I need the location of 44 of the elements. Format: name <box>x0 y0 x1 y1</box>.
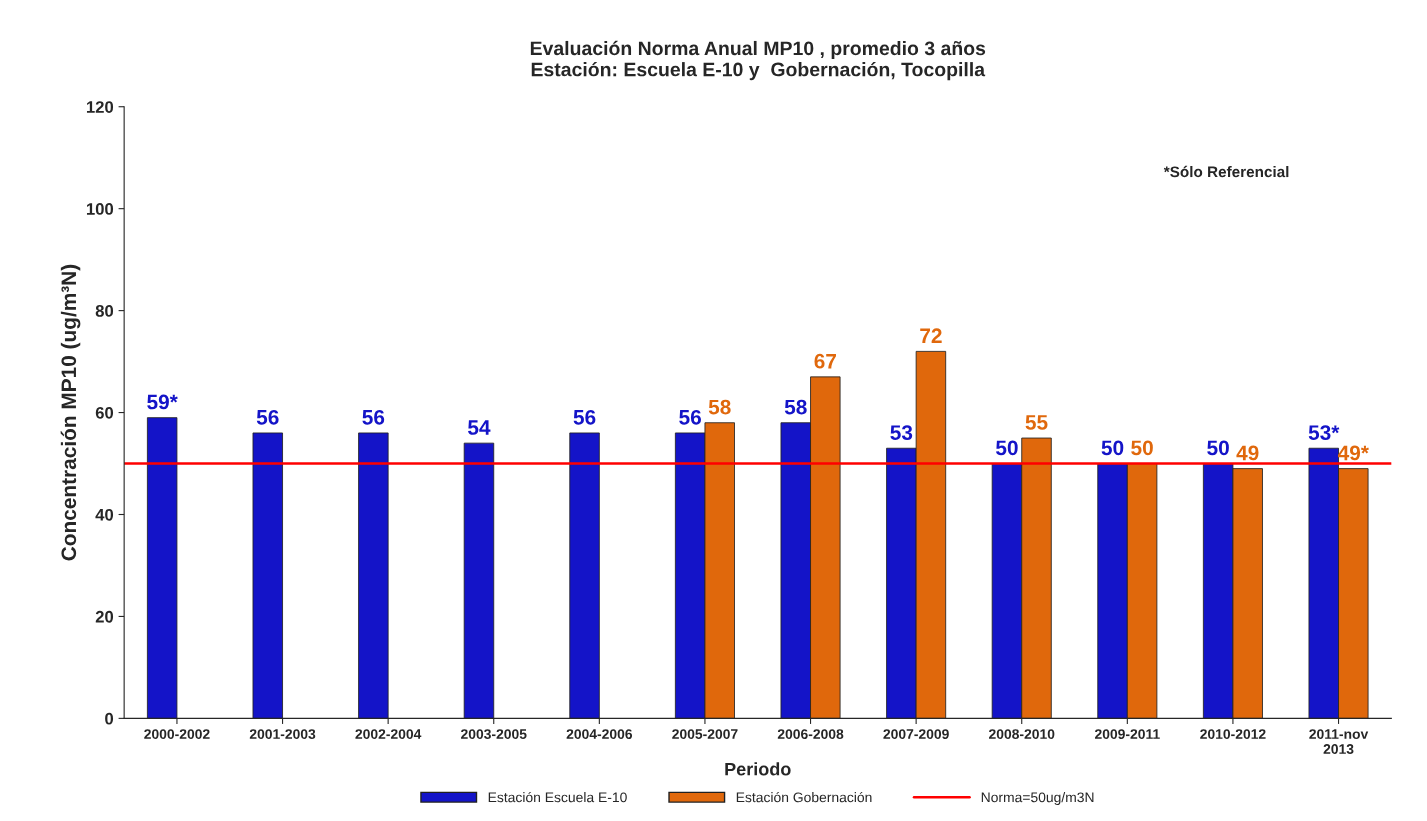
x-tick-label: 2004-2006 <box>566 729 633 739</box>
legend-label: Estación Gobernación <box>736 791 872 803</box>
x-tick-label: 2005-2007 <box>672 729 738 739</box>
data-label: 59* <box>147 394 178 410</box>
y-tick-label: 40 <box>95 508 114 521</box>
y-tick-label: 100 <box>86 203 114 215</box>
data-label: 72 <box>920 328 942 343</box>
y-tick-label: 80 <box>95 305 114 317</box>
data-label: 50 <box>1101 440 1124 456</box>
x-tick-label: 2011-nov 2013 <box>1309 729 1369 754</box>
data-label: 49 <box>1236 445 1259 461</box>
x-tick-label: 2010-2012 <box>1200 729 1266 739</box>
x-tick-label: 2006-2008 <box>777 729 844 739</box>
data-label: 58 <box>784 399 807 415</box>
y-axis-title: Concentración MP10 (ug/m³N) <box>60 264 81 561</box>
legend-label: Estación Escuela E-10 <box>488 791 627 803</box>
data-label: 58 <box>708 399 731 415</box>
legend-label: Norma=50ug/m3N <box>981 792 1094 805</box>
data-label: 50 <box>1131 440 1153 456</box>
x-tick-label: 2008-2010 <box>989 729 1055 739</box>
data-label: 53* <box>1308 425 1340 440</box>
data-label: 67 <box>814 353 836 369</box>
data-label: 53 <box>890 425 913 440</box>
data-label: 56 <box>573 409 596 425</box>
x-tick-label: 2007-2009 <box>883 729 949 739</box>
x-tick-label: 2001-2003 <box>249 729 316 740</box>
data-label: 50 <box>996 440 1018 456</box>
data-label: 56 <box>679 409 701 425</box>
chart-title: Evaluación Norma Anual MP10 , promedio 3 años Estación: Escuela E-10 y Gobernación, Tocopilla <box>530 40 986 81</box>
x-tick-label: 2000-2002 <box>144 729 210 739</box>
data-label: 54 <box>468 420 491 435</box>
x-axis-title: Periodo <box>725 762 791 776</box>
x-tick-label: 2003-2005 <box>461 729 527 740</box>
data-label: 55 <box>1025 415 1048 430</box>
y-tick-label: 0 <box>105 712 114 725</box>
data-label: 56 <box>362 409 385 425</box>
annotation: *Sólo Referencial <box>1163 165 1289 178</box>
y-tick-label: 20 <box>95 610 114 623</box>
data-label: 56 <box>256 409 279 425</box>
data-label: 50 <box>1207 440 1229 456</box>
x-tick-label: 2002-2004 <box>355 729 422 739</box>
y-tick-label: 60 <box>95 406 114 419</box>
y-tick-label: 120 <box>86 101 114 113</box>
x-tick-label: 2009-2011 <box>1094 729 1160 739</box>
